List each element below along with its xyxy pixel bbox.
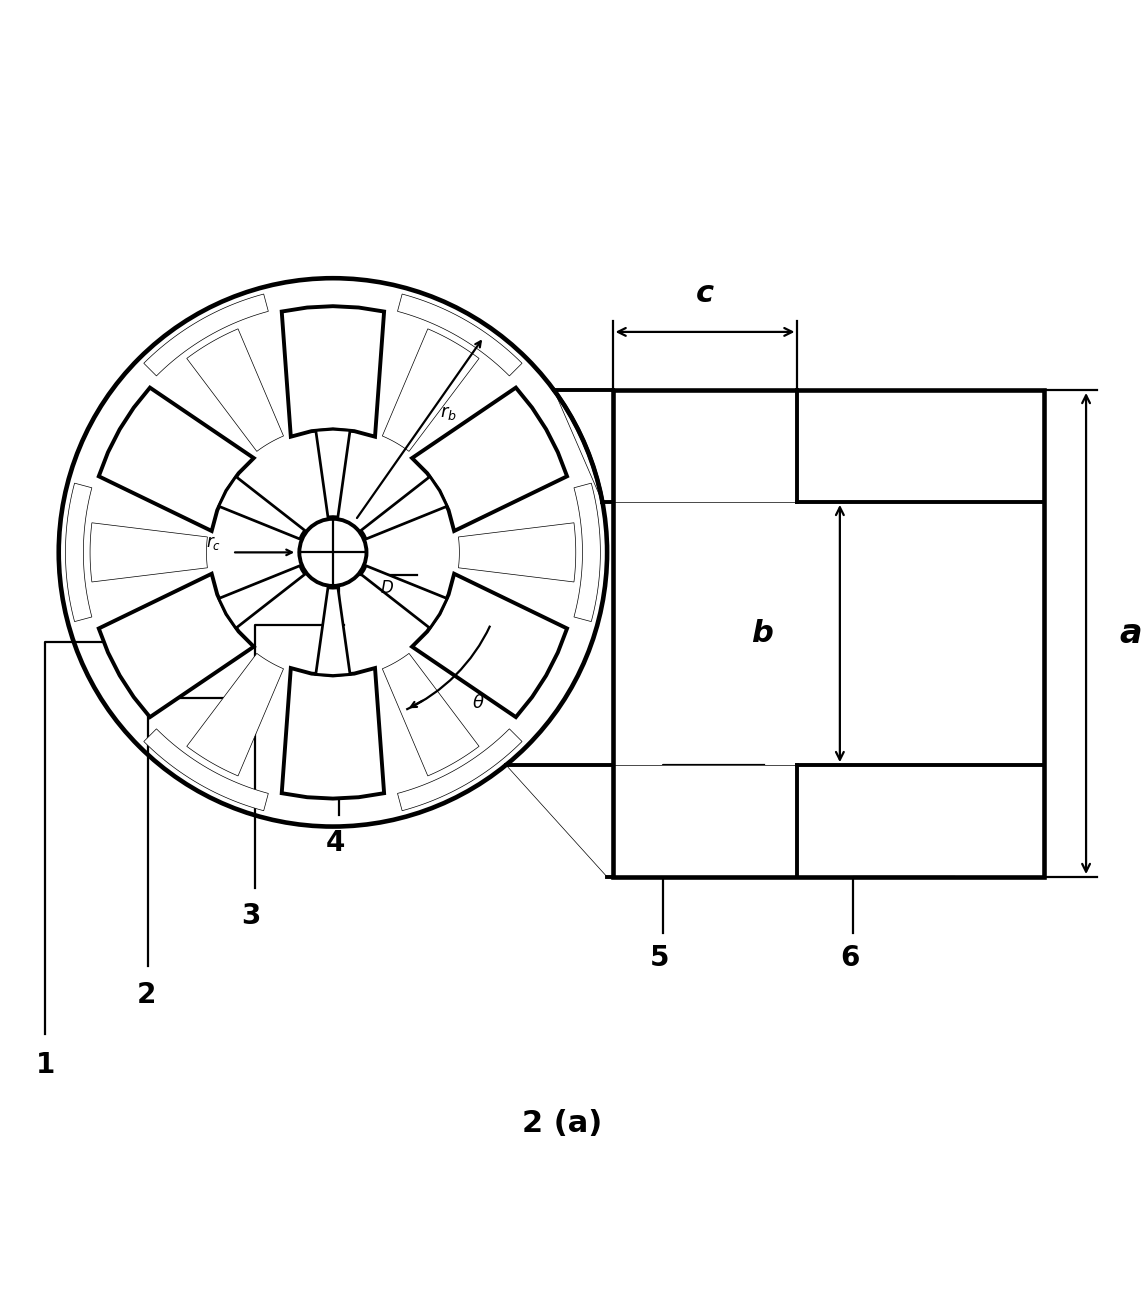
Polygon shape (218, 566, 305, 628)
Polygon shape (361, 477, 447, 539)
Polygon shape (458, 523, 576, 581)
Polygon shape (186, 329, 283, 452)
Text: 2 (a): 2 (a) (522, 1109, 602, 1137)
Text: 2: 2 (136, 982, 155, 1009)
Polygon shape (382, 654, 479, 776)
Polygon shape (90, 523, 207, 581)
Polygon shape (281, 306, 384, 436)
Polygon shape (361, 566, 447, 628)
Text: 6: 6 (840, 944, 860, 973)
Text: 4: 4 (326, 829, 345, 857)
Text: 5: 5 (650, 944, 670, 973)
Polygon shape (554, 390, 613, 502)
Polygon shape (411, 574, 567, 717)
Polygon shape (398, 729, 522, 811)
Text: 1: 1 (35, 1050, 55, 1079)
Polygon shape (281, 668, 384, 799)
Text: $r_b$: $r_b$ (440, 404, 456, 422)
Polygon shape (98, 387, 254, 531)
Text: $D$: $D$ (379, 579, 393, 597)
Polygon shape (411, 387, 567, 531)
Polygon shape (144, 294, 269, 376)
Polygon shape (98, 574, 254, 717)
Polygon shape (506, 765, 613, 877)
Polygon shape (144, 729, 269, 811)
Polygon shape (186, 654, 283, 776)
Circle shape (299, 519, 367, 585)
Text: $\theta$: $\theta$ (472, 694, 485, 712)
Polygon shape (315, 588, 350, 676)
Polygon shape (382, 329, 479, 452)
Polygon shape (65, 483, 91, 622)
Polygon shape (218, 477, 305, 539)
Text: 3: 3 (241, 901, 261, 930)
Polygon shape (613, 390, 798, 502)
Polygon shape (574, 483, 600, 622)
Text: a: a (1120, 616, 1142, 650)
Text: b: b (751, 619, 773, 648)
Polygon shape (613, 765, 798, 877)
Text: $r_c$: $r_c$ (206, 535, 221, 553)
Text: c: c (696, 280, 714, 308)
Polygon shape (315, 429, 350, 517)
Polygon shape (398, 294, 522, 376)
